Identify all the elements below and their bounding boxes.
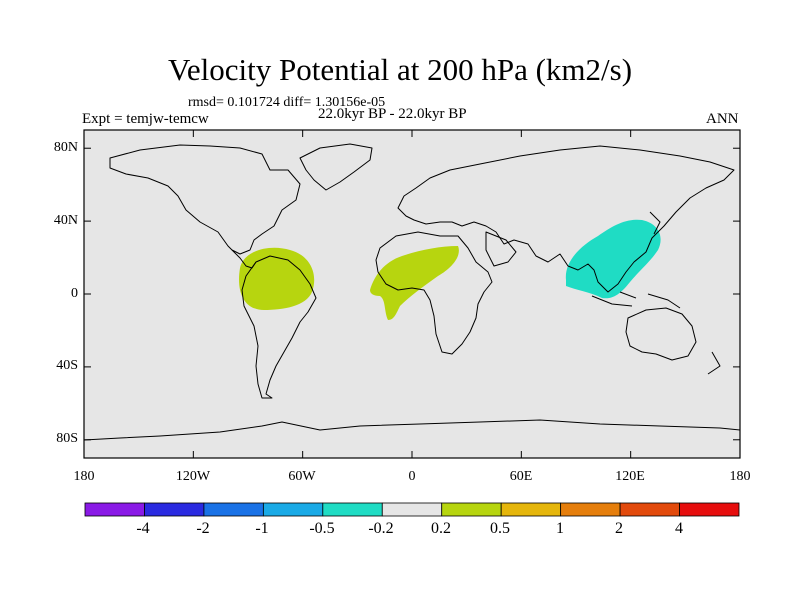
- colorbar-swatch: [203, 502, 264, 517]
- colorbar-swatch: [441, 502, 502, 517]
- lon-label: 60W: [288, 469, 316, 484]
- coastline-africa: [375, 231, 493, 355]
- experiment-label: Expt = temjw-temcw: [82, 111, 209, 127]
- colorbar-label: 0.5: [490, 520, 510, 537]
- stats-line: rmsd= 0.101724 diff= 1.30156e-05: [188, 95, 386, 110]
- colorbar-swatch: [84, 502, 145, 517]
- coastline-australia: [625, 307, 697, 361]
- colorbar-swatch: [679, 502, 740, 517]
- coastline-indonesia: [591, 291, 681, 309]
- period-label: 22.0kyr BP - 22.0kyr BP: [318, 106, 467, 122]
- coastline-arabia: [485, 231, 517, 267]
- colorbar-label: 4: [675, 520, 683, 537]
- colorbar-label: 0.2: [431, 520, 451, 537]
- lon-label: 120W: [175, 469, 211, 484]
- coastline-new-zealand: [707, 351, 721, 375]
- colorbar-label: -2: [196, 520, 210, 537]
- colorbar-label: 2: [615, 520, 623, 537]
- coastline-japan: [649, 211, 661, 235]
- colorbar-swatch: [619, 502, 680, 517]
- shaded-region-east-asia: [565, 219, 661, 299]
- lat-label: 80N: [53, 140, 78, 155]
- colorbar-swatch: [322, 502, 383, 517]
- lon-label: 180: [729, 469, 751, 484]
- colorbar-swatch: [262, 502, 324, 517]
- colorbar-swatch: [144, 502, 205, 517]
- lon-label: 0: [408, 469, 416, 484]
- shaded-region-south-america: [239, 247, 315, 310]
- lat-label: 40S: [56, 358, 78, 373]
- shaded-region-africa: [370, 246, 459, 320]
- lat-label: 0: [71, 286, 78, 301]
- colorbar-label: -1: [255, 520, 269, 537]
- lat-label: 80S: [56, 431, 78, 446]
- lat-label: 40N: [53, 213, 78, 228]
- coastline-greenland: [299, 143, 373, 191]
- coastline-north-america: [109, 144, 301, 255]
- colorbar-swatch: [381, 502, 443, 517]
- coastline-eurasia: [397, 145, 735, 293]
- season-label: ANN: [706, 111, 739, 127]
- colorbar-label: -4: [136, 520, 150, 537]
- colorbar-label: 1: [556, 520, 564, 537]
- colorbar-swatch: [560, 502, 621, 517]
- lon-label: 120E: [615, 469, 645, 484]
- colorbar-label: -0.2: [368, 520, 394, 537]
- colorbar-swatch: [500, 502, 562, 517]
- chart-title: Velocity Potential at 200 hPa (km2/s): [167, 52, 633, 87]
- coastline-antarctica: [84, 419, 740, 441]
- lon-label: 180: [73, 469, 95, 484]
- coastline-south-america: [241, 255, 317, 399]
- colorbar-label: -0.5: [309, 520, 335, 537]
- lon-label: 60E: [509, 469, 533, 484]
